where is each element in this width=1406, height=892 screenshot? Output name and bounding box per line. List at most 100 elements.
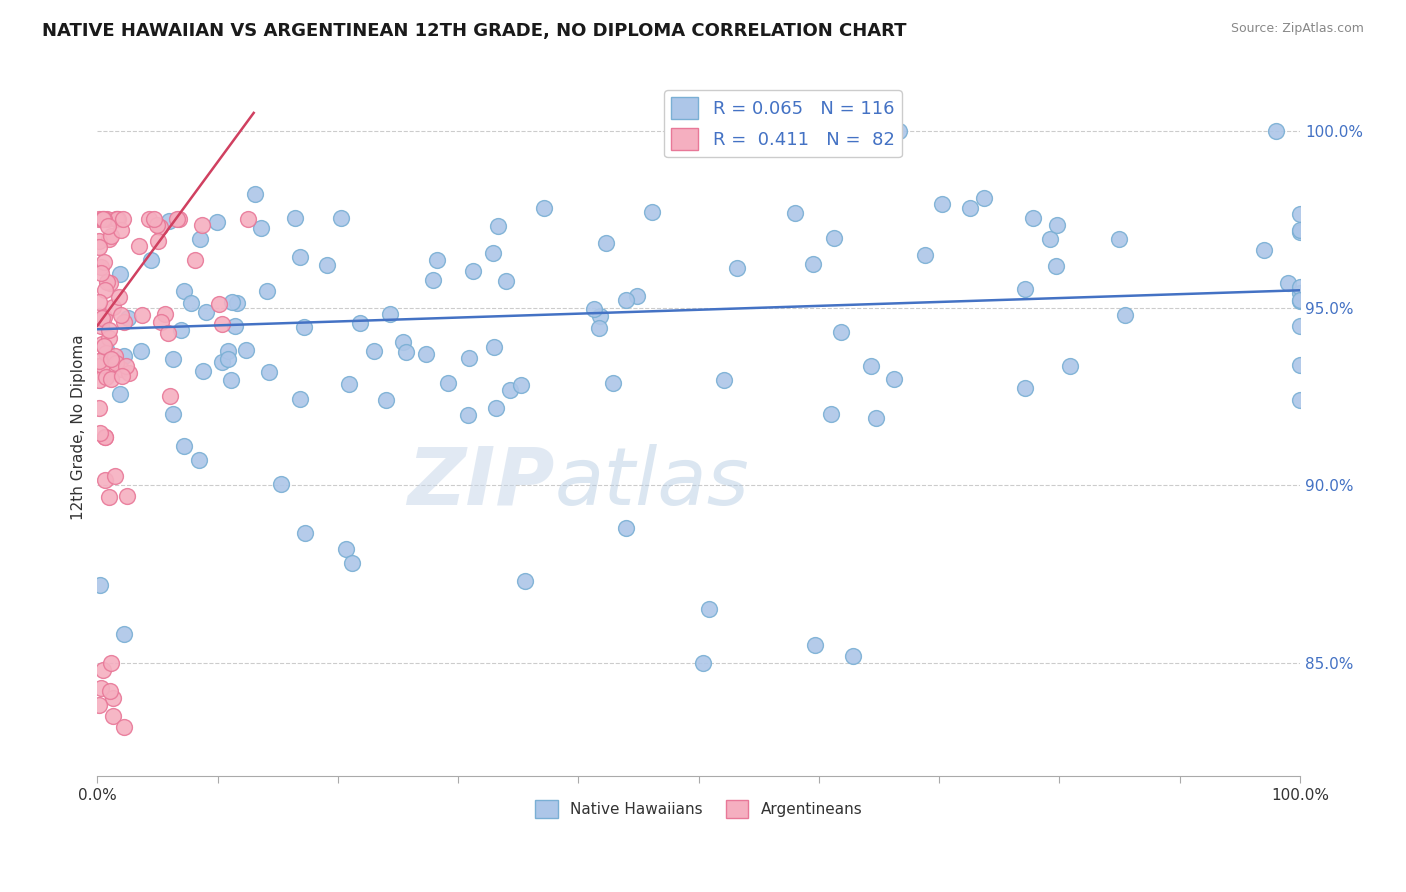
Point	[208, 297, 231, 311]
Point	[90, 212, 112, 227]
Point	[115, 359, 138, 373]
Point	[98, 323, 121, 337]
Point	[865, 410, 887, 425]
Point	[110, 361, 132, 376]
Point	[112, 627, 135, 641]
Point	[94, 473, 117, 487]
Point	[1289, 293, 1312, 307]
Point	[288, 392, 311, 407]
Point	[1253, 243, 1275, 257]
Point	[149, 315, 172, 329]
Point	[1289, 392, 1312, 407]
Point	[485, 401, 508, 416]
Point	[914, 248, 936, 262]
Point	[335, 542, 357, 557]
Point	[243, 187, 266, 202]
Point	[194, 305, 217, 319]
Point	[107, 290, 129, 304]
Point	[111, 368, 134, 383]
Point	[211, 354, 233, 368]
Point	[98, 331, 121, 345]
Point	[486, 219, 509, 233]
Point	[112, 349, 135, 363]
Point	[859, 359, 882, 373]
Point	[959, 201, 981, 215]
Point	[141, 253, 163, 268]
Point	[103, 300, 125, 314]
Point	[1014, 381, 1036, 395]
Point	[589, 309, 612, 323]
Point	[159, 389, 181, 403]
Point	[153, 307, 176, 321]
Point	[616, 293, 638, 308]
Point	[138, 212, 160, 227]
Point	[90, 358, 112, 372]
Point	[415, 347, 437, 361]
Point	[94, 430, 117, 444]
Point	[378, 308, 401, 322]
Point	[1289, 293, 1312, 308]
Point	[1289, 285, 1312, 300]
Point	[509, 378, 531, 392]
Point	[93, 339, 115, 353]
Point	[1039, 232, 1062, 246]
Point	[533, 202, 555, 216]
Point	[87, 212, 110, 227]
Point	[107, 212, 129, 227]
Point	[1289, 359, 1312, 373]
Point	[484, 340, 506, 354]
Point	[112, 212, 135, 227]
Point	[166, 212, 188, 227]
Point	[110, 308, 132, 322]
Point	[103, 709, 125, 723]
Point	[481, 245, 503, 260]
Point	[1022, 211, 1045, 225]
Point	[250, 220, 273, 235]
Text: NATIVE HAWAIIAN VS ARGENTINEAN 12TH GRADE, NO DIPLOMA CORRELATION CHART: NATIVE HAWAIIAN VS ARGENTINEAN 12TH GRAD…	[42, 22, 907, 40]
Point	[112, 315, 135, 329]
Point	[425, 253, 447, 268]
Point	[191, 364, 214, 378]
Point	[90, 318, 112, 333]
Point	[883, 372, 905, 386]
Point	[162, 351, 184, 366]
Point	[91, 212, 114, 227]
Text: atlas: atlas	[554, 443, 749, 522]
Point	[292, 320, 315, 334]
Point	[583, 302, 606, 317]
Point	[221, 294, 243, 309]
Point	[94, 346, 117, 360]
Point	[498, 383, 520, 397]
Point	[149, 219, 172, 234]
Point	[89, 401, 111, 415]
Point	[1014, 282, 1036, 296]
Point	[256, 285, 278, 299]
Point	[315, 258, 337, 272]
Point	[337, 377, 360, 392]
Point	[157, 213, 180, 227]
Point	[1289, 226, 1312, 240]
Point	[91, 337, 114, 351]
Point	[458, 351, 481, 366]
Point	[117, 311, 139, 326]
Point	[87, 359, 110, 374]
Point	[725, 261, 748, 276]
Point	[257, 365, 280, 379]
Point	[98, 277, 121, 291]
Point	[823, 231, 845, 245]
Point	[602, 376, 624, 391]
Point	[713, 373, 735, 387]
Point	[188, 232, 211, 246]
Point	[97, 490, 120, 504]
Point	[93, 212, 115, 227]
Point	[1277, 277, 1299, 291]
Point	[219, 372, 242, 386]
Point	[93, 663, 115, 677]
Point	[284, 211, 307, 225]
Point	[626, 289, 648, 303]
Point	[294, 525, 316, 540]
Point	[101, 354, 124, 368]
Point	[117, 367, 139, 381]
Point	[1289, 222, 1312, 236]
Point	[157, 326, 180, 340]
